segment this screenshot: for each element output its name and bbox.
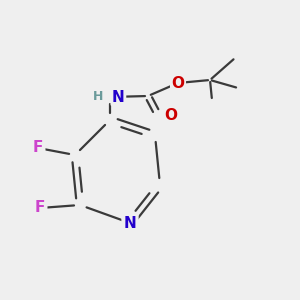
- Text: F: F: [33, 140, 43, 155]
- Text: N: N: [112, 89, 125, 104]
- Text: F: F: [35, 200, 45, 215]
- Text: N: N: [124, 215, 136, 230]
- Text: O: O: [164, 107, 177, 122]
- Text: H: H: [93, 91, 103, 103]
- Text: O: O: [172, 76, 184, 91]
